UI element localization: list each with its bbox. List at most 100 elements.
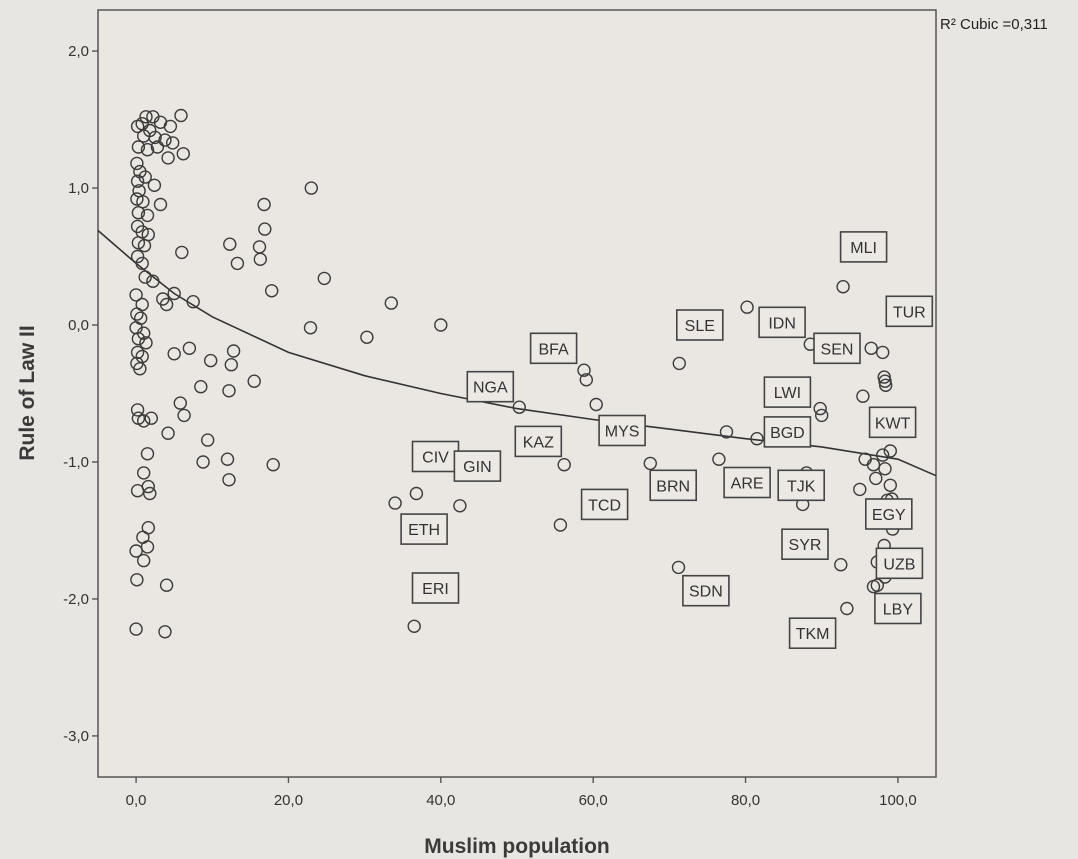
country-label-egy: EGY bbox=[864, 498, 913, 530]
country-label-text: BGD bbox=[770, 425, 805, 442]
country-label-text: BFA bbox=[538, 341, 569, 358]
country-label-kaz: KAZ bbox=[514, 425, 563, 458]
data-point bbox=[136, 466, 151, 480]
country-label-bgd: BGD bbox=[763, 416, 812, 448]
country-label-tjk: TJK bbox=[777, 469, 826, 502]
country-label-mli: MLI bbox=[839, 231, 888, 263]
data-point bbox=[750, 432, 764, 446]
country-label-text: LWI bbox=[774, 385, 801, 402]
country-label-box bbox=[466, 370, 515, 403]
data-point bbox=[864, 341, 878, 355]
y-tick-label: -1,0 bbox=[63, 454, 89, 471]
data-point bbox=[133, 362, 147, 376]
country-label-box bbox=[788, 617, 837, 650]
country-label-text: LBY bbox=[883, 602, 914, 619]
country-label-uzb: UZB bbox=[875, 547, 924, 580]
data-point bbox=[182, 341, 197, 355]
data-point bbox=[834, 558, 848, 572]
x-tick-label: 100,0 bbox=[879, 792, 917, 809]
y-tick-label: 2,0 bbox=[68, 43, 89, 60]
country-label-tcd: TCD bbox=[580, 488, 629, 521]
data-point bbox=[167, 347, 181, 361]
country-label-text: TUR bbox=[893, 304, 926, 321]
data-point bbox=[883, 444, 897, 458]
data-point bbox=[876, 448, 890, 462]
data-point bbox=[360, 330, 374, 344]
data-point bbox=[135, 256, 149, 271]
r2-label: R² Cubic =0,311 bbox=[940, 16, 1048, 33]
country-label-gin: GIN bbox=[453, 450, 502, 482]
data-point bbox=[138, 170, 152, 184]
data-point bbox=[130, 573, 144, 587]
data-point bbox=[266, 458, 280, 472]
country-label-text: KAZ bbox=[523, 434, 554, 451]
country-label-sen: SEN bbox=[813, 332, 861, 365]
country-annotations: MLI TUR SLE IDN SEN BFA NGA LWI KWT BGD MYS KAZ CIV G… bbox=[400, 231, 934, 650]
y-axis-title: Rule of Law II bbox=[16, 325, 39, 460]
data-point bbox=[140, 142, 155, 157]
country-label-box bbox=[763, 416, 812, 448]
data-point bbox=[557, 458, 571, 472]
data-point bbox=[140, 540, 155, 554]
country-label-box bbox=[777, 469, 826, 502]
y-axis-ticks: 2,0 1,0 0,0 -1,0 -2,0 -3,0 bbox=[63, 43, 98, 745]
data-point bbox=[836, 280, 850, 294]
country-label-lwi: LWI bbox=[763, 376, 812, 408]
data-point bbox=[878, 462, 892, 476]
data-point bbox=[130, 403, 145, 417]
country-label-box bbox=[453, 450, 502, 482]
data-point bbox=[143, 486, 157, 501]
country-label-text: TCD bbox=[588, 497, 621, 514]
country-label-text: GIN bbox=[463, 459, 491, 476]
data-point bbox=[194, 380, 208, 394]
data-point bbox=[853, 482, 867, 497]
country-label-box bbox=[839, 231, 888, 263]
data-point bbox=[146, 274, 160, 288]
data-point bbox=[883, 478, 897, 492]
country-label-text: BRN bbox=[656, 478, 690, 495]
data-point bbox=[407, 619, 421, 633]
country-label-eri: ERI bbox=[411, 572, 460, 604]
country-label-text: MLI bbox=[850, 240, 877, 257]
data-point bbox=[158, 133, 172, 147]
data-point bbox=[579, 373, 593, 387]
data-point bbox=[158, 625, 172, 639]
data-point bbox=[129, 544, 143, 558]
data-point bbox=[177, 408, 191, 423]
data-point bbox=[140, 447, 155, 461]
country-label-box bbox=[580, 488, 629, 521]
country-label-box bbox=[514, 425, 563, 458]
y-tick-label: 0,0 bbox=[68, 317, 89, 334]
data-point bbox=[130, 192, 144, 206]
country-label-box bbox=[682, 574, 730, 607]
data-point bbox=[174, 108, 188, 123]
data-point bbox=[130, 307, 144, 321]
country-label-box bbox=[758, 306, 806, 339]
country-label-box bbox=[813, 332, 861, 365]
country-label-brn: BRN bbox=[649, 469, 698, 502]
country-label-box bbox=[675, 309, 724, 341]
country-label-text: MYS bbox=[605, 424, 640, 441]
data-point bbox=[163, 119, 178, 134]
data-point bbox=[167, 286, 181, 301]
data-point bbox=[130, 484, 145, 498]
country-label-sdn: SDN bbox=[682, 574, 730, 607]
data-point bbox=[577, 363, 591, 377]
data-point bbox=[176, 147, 191, 161]
y-tick-label: 1,0 bbox=[68, 180, 89, 197]
data-point bbox=[148, 130, 162, 145]
country-label-text: NGA bbox=[473, 380, 508, 397]
data-point bbox=[840, 601, 854, 616]
data-point bbox=[712, 452, 726, 466]
data-point bbox=[512, 400, 526, 414]
country-label-text: SLE bbox=[685, 318, 715, 335]
data-point bbox=[866, 458, 881, 472]
data-point bbox=[129, 288, 143, 302]
y-tick-label: -3,0 bbox=[63, 728, 89, 745]
country-label-mys: MYS bbox=[598, 414, 646, 447]
country-label-eth: ETH bbox=[400, 513, 448, 545]
country-label-box bbox=[411, 572, 460, 604]
data-point bbox=[129, 622, 143, 636]
country-label-box bbox=[598, 414, 646, 447]
country-label-sle: SLE bbox=[675, 309, 724, 341]
